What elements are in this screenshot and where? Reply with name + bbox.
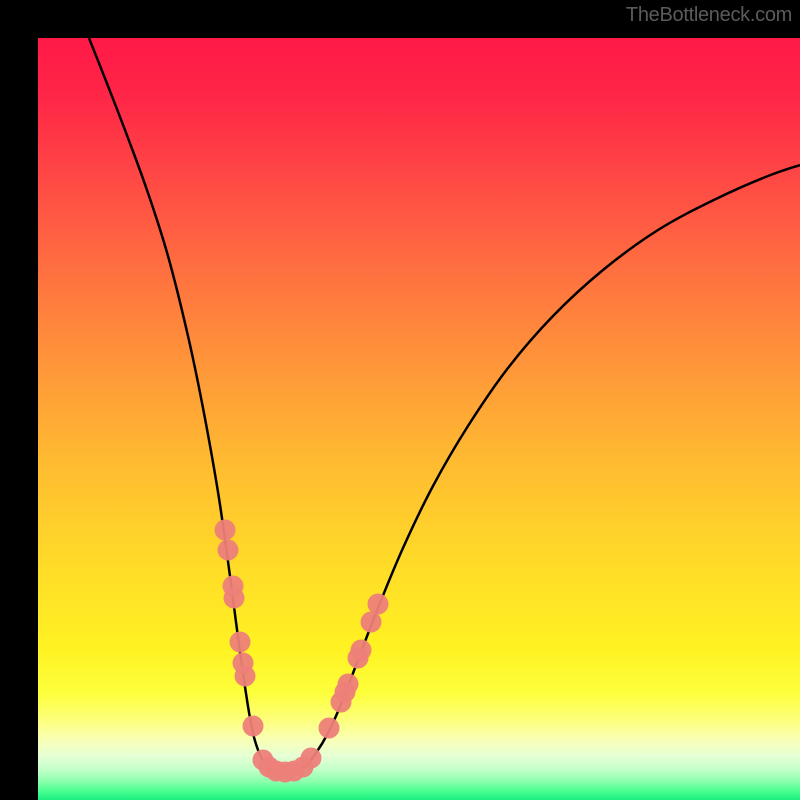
data-marker [361,612,382,633]
data-marker [243,716,264,737]
plot-area [38,38,800,800]
watermark-text: TheBottleneck.com [626,4,792,27]
data-marker [319,718,340,739]
data-marker [215,520,236,541]
data-marker [351,640,372,661]
data-marker [224,588,245,609]
data-marker [301,748,322,769]
data-marker [235,666,256,687]
data-marker [338,674,359,695]
bottleneck-curve [89,38,800,772]
data-marker [218,540,239,561]
data-marker [368,594,389,615]
chart-svg [38,38,800,800]
data-marker [230,632,251,653]
